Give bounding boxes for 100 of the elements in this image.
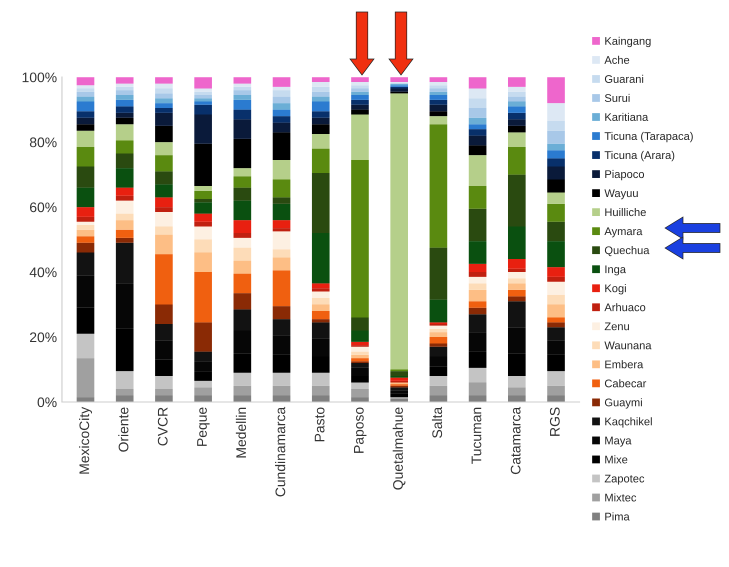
- bar: [508, 278, 526, 284]
- bar: [547, 179, 565, 192]
- bar: [155, 77, 173, 84]
- bar: [430, 77, 448, 82]
- bar: [312, 386, 330, 396]
- bar: [351, 110, 369, 114]
- bar: [234, 176, 252, 188]
- bar: [468, 136, 486, 146]
- bar: [76, 358, 94, 398]
- bar: [468, 124, 486, 130]
- bar: [351, 100, 369, 105]
- legend-label: Maya: [605, 436, 632, 447]
- bar: [234, 248, 252, 261]
- bar: [116, 220, 134, 230]
- bar: [312, 283, 330, 288]
- bar: [234, 77, 252, 84]
- bar: [116, 94, 134, 100]
- bar: [351, 358, 369, 362]
- bar: [312, 233, 330, 284]
- bar: [155, 88, 173, 94]
- bar: [194, 88, 212, 92]
- bar: [351, 330, 369, 342]
- bar: [351, 352, 369, 355]
- bar: [272, 249, 290, 258]
- bar: [116, 238, 134, 243]
- bar: [116, 86, 134, 90]
- bar: [116, 118, 134, 124]
- bar: [76, 222, 94, 225]
- bar: [547, 77, 565, 104]
- bar: [116, 396, 134, 402]
- bar: [234, 233, 252, 238]
- bar: [312, 82, 330, 87]
- bar: [430, 326, 448, 329]
- bar: [312, 101, 330, 112]
- bar: [155, 171, 173, 184]
- bar: [234, 138, 252, 168]
- bar: [547, 322, 565, 328]
- x-tick-label: Tucuman: [472, 408, 482, 464]
- bar: [468, 118, 486, 124]
- legend-label: Guarani: [604, 74, 644, 83]
- bar: [155, 112, 173, 126]
- bar: [194, 94, 212, 98]
- bar: [272, 122, 290, 132]
- x-tick-label: CVCR: [158, 408, 168, 446]
- bar: [194, 380, 212, 388]
- bar: [116, 196, 134, 201]
- bar: [508, 290, 526, 296]
- bar: [547, 282, 565, 295]
- bar: [390, 77, 408, 82]
- bar: [468, 276, 486, 284]
- bar: [312, 372, 330, 386]
- bar: [116, 140, 134, 154]
- bar: [468, 382, 486, 396]
- bar: [272, 372, 290, 386]
- bar: [155, 389, 173, 396]
- bar: [312, 134, 330, 149]
- bar: [312, 292, 330, 298]
- bar: [194, 252, 212, 272]
- x-tick-label: Cundinamarca: [275, 406, 286, 496]
- legend-label: Kaqchikel: [605, 417, 652, 428]
- bar: [155, 207, 173, 212]
- bar: [234, 94, 252, 100]
- bar: [272, 90, 290, 97]
- bar: [272, 257, 290, 270]
- bar: [547, 386, 565, 396]
- bar: [547, 166, 565, 180]
- x-tick-label: Salta: [432, 406, 442, 438]
- bar: [508, 387, 526, 396]
- legend-label: Cabecar: [604, 379, 646, 388]
- bar: [272, 77, 290, 87]
- bar: [116, 77, 134, 84]
- bar: [430, 88, 448, 92]
- bar: [430, 376, 448, 386]
- bar: [430, 124, 448, 248]
- bar: [155, 155, 173, 172]
- bar: [547, 396, 565, 402]
- bar: [194, 202, 212, 214]
- bar: [76, 166, 94, 188]
- bar: [390, 387, 408, 391]
- bar: [390, 88, 408, 92]
- bar: [76, 111, 94, 118]
- bar: [194, 104, 212, 114]
- bar: [234, 396, 252, 402]
- bar: [194, 272, 212, 322]
- legend-label: Piapoco: [605, 170, 644, 180]
- bar: [155, 376, 173, 390]
- bar: [155, 212, 173, 227]
- bar: [76, 85, 94, 88]
- bar: [234, 274, 252, 294]
- bar: [468, 264, 486, 272]
- bar: [272, 116, 290, 123]
- bar: [547, 371, 565, 386]
- bar: [155, 108, 173, 113]
- bar: [468, 186, 486, 209]
- bar: [468, 241, 486, 264]
- bar: [547, 276, 565, 282]
- bar: [272, 197, 290, 204]
- bar: [76, 92, 94, 97]
- legend-label: Karitiana: [605, 112, 648, 122]
- bar: [547, 204, 565, 222]
